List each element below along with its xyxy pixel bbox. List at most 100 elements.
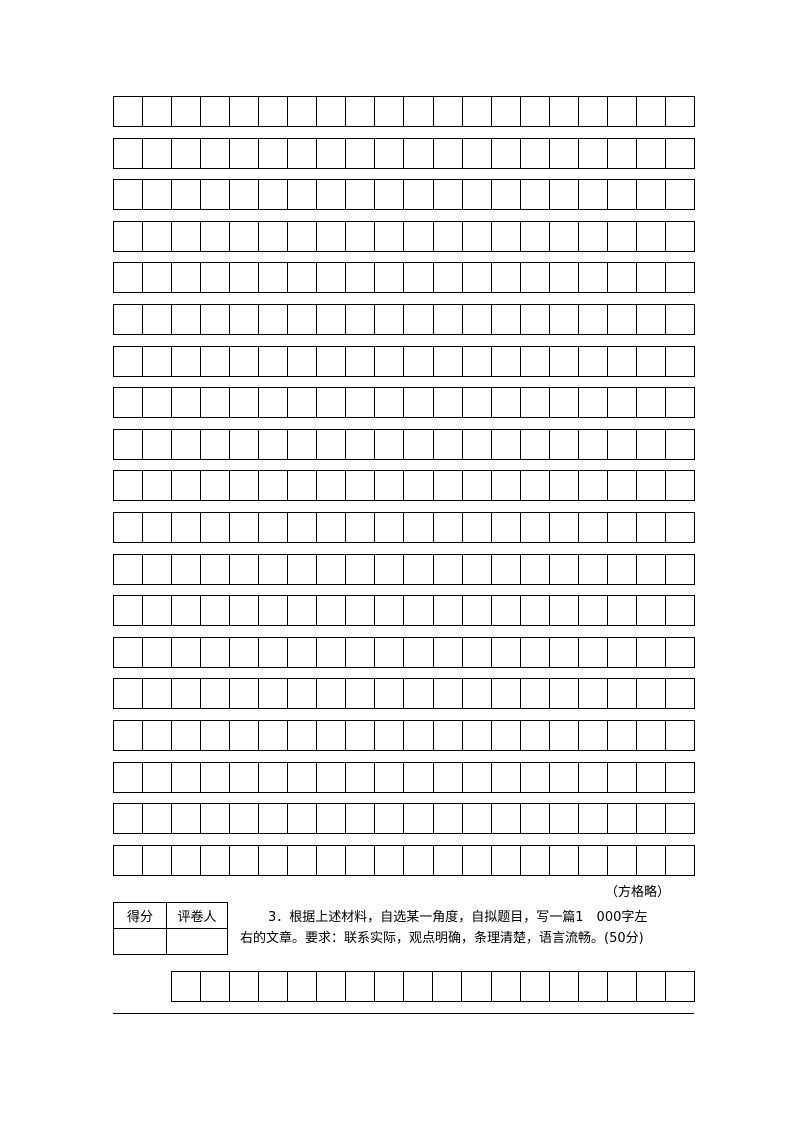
grid-cell[interactable] <box>608 388 637 417</box>
grid-cell[interactable] <box>346 97 376 126</box>
grid-cell[interactable] <box>375 139 405 168</box>
grid-cell[interactable] <box>375 263 405 292</box>
grid-cell[interactable] <box>579 972 608 1001</box>
grid-cell[interactable] <box>114 596 144 625</box>
grid-cell[interactable] <box>637 97 666 126</box>
grid-cell[interactable] <box>666 638 695 667</box>
grid-cell[interactable] <box>230 721 260 750</box>
grid-cell[interactable] <box>346 388 376 417</box>
grid-cell[interactable] <box>637 638 666 667</box>
grid-cell[interactable] <box>492 596 521 625</box>
grid-cell[interactable] <box>230 430 260 459</box>
grid-cell[interactable] <box>492 347 521 376</box>
grid-cell[interactable] <box>201 430 231 459</box>
grid-cell[interactable] <box>201 222 231 251</box>
grid-cell[interactable] <box>608 846 637 875</box>
grid-cell[interactable] <box>114 180 144 209</box>
grid-cell[interactable] <box>375 180 405 209</box>
grid-cell[interactable] <box>114 555 144 584</box>
grid-cell[interactable] <box>521 596 550 625</box>
grid-cell[interactable] <box>259 263 289 292</box>
grid-cell[interactable] <box>172 972 202 1001</box>
grid-cell[interactable] <box>521 222 550 251</box>
grid-cell[interactable] <box>608 471 637 500</box>
grid-cell[interactable] <box>114 471 144 500</box>
grid-cell[interactable] <box>259 721 289 750</box>
grid-cell[interactable] <box>550 846 579 875</box>
grid-cell[interactable] <box>317 513 347 542</box>
grid-cell[interactable] <box>317 430 347 459</box>
grid-cell[interactable] <box>375 513 405 542</box>
grid-cell[interactable] <box>317 471 347 500</box>
grid-cell[interactable] <box>404 180 434 209</box>
grid-cell[interactable] <box>288 305 318 334</box>
grid-cell[interactable] <box>172 471 202 500</box>
grid-cell[interactable] <box>550 555 579 584</box>
grid-cell[interactable] <box>608 679 637 708</box>
grid-cell[interactable] <box>666 347 695 376</box>
grid-cell[interactable] <box>288 139 318 168</box>
grid-cell[interactable] <box>201 471 231 500</box>
grid-cell[interactable] <box>114 763 144 792</box>
grid-cell[interactable] <box>317 763 347 792</box>
grid-cell[interactable] <box>666 721 695 750</box>
grid-cell[interactable] <box>230 638 260 667</box>
grid-cell[interactable] <box>550 679 579 708</box>
grid-cell[interactable] <box>637 804 666 833</box>
grid-cell[interactable] <box>317 388 347 417</box>
grid-cell[interactable] <box>259 555 289 584</box>
grid-cell[interactable] <box>492 638 521 667</box>
grid-cell[interactable] <box>288 471 318 500</box>
grid-cell[interactable] <box>346 513 376 542</box>
grid-cell[interactable] <box>666 763 695 792</box>
grid-cell[interactable] <box>317 305 347 334</box>
grid-cell[interactable] <box>143 180 173 209</box>
grid-cell[interactable] <box>346 222 376 251</box>
grid-cell[interactable] <box>317 804 347 833</box>
grid-cell[interactable] <box>230 471 260 500</box>
grid-cell[interactable] <box>521 263 550 292</box>
grid-cell[interactable] <box>637 596 666 625</box>
grid-cell[interactable] <box>172 347 202 376</box>
grid-cell[interactable] <box>404 97 434 126</box>
grid-cell[interactable] <box>375 846 405 875</box>
grid-cell[interactable] <box>114 388 144 417</box>
grid-cell[interactable] <box>288 388 318 417</box>
grid-cell[interactable] <box>521 139 550 168</box>
grid-cell[interactable] <box>550 305 579 334</box>
grid-cell[interactable] <box>608 139 637 168</box>
grid-cell[interactable] <box>404 721 434 750</box>
grid-cell[interactable] <box>172 721 202 750</box>
grid-cell[interactable] <box>404 471 434 500</box>
grid-cell[interactable] <box>201 763 231 792</box>
grid-cell[interactable] <box>259 804 289 833</box>
grid-cell[interactable] <box>521 430 550 459</box>
grid-cell[interactable] <box>433 972 463 1001</box>
grid-cell[interactable] <box>114 139 144 168</box>
grid-cell[interactable] <box>288 555 318 584</box>
grid-cell[interactable] <box>201 180 231 209</box>
grid-cell[interactable] <box>463 846 492 875</box>
grid-cell[interactable] <box>608 596 637 625</box>
grid-cell[interactable] <box>404 596 434 625</box>
grid-cell[interactable] <box>521 471 550 500</box>
grid-cell[interactable] <box>608 263 637 292</box>
grid-cell[interactable] <box>492 305 521 334</box>
grid-cell[interactable] <box>666 180 695 209</box>
grid-cell[interactable] <box>492 513 521 542</box>
grid-cell[interactable] <box>114 263 144 292</box>
grid-cell[interactable] <box>404 305 434 334</box>
grid-cell[interactable] <box>317 638 347 667</box>
grid-cell[interactable] <box>288 347 318 376</box>
grid-cell[interactable] <box>492 721 521 750</box>
grid-cell[interactable] <box>434 846 463 875</box>
grid-cell[interactable] <box>172 430 202 459</box>
grid-cell[interactable] <box>114 305 144 334</box>
grid-cell[interactable] <box>434 347 463 376</box>
grid-cell[interactable] <box>666 679 695 708</box>
grid-cell[interactable] <box>550 180 579 209</box>
grid-cell[interactable] <box>346 263 376 292</box>
grid-cell[interactable] <box>143 763 173 792</box>
grid-cell[interactable] <box>375 388 405 417</box>
grid-cell[interactable] <box>346 846 376 875</box>
